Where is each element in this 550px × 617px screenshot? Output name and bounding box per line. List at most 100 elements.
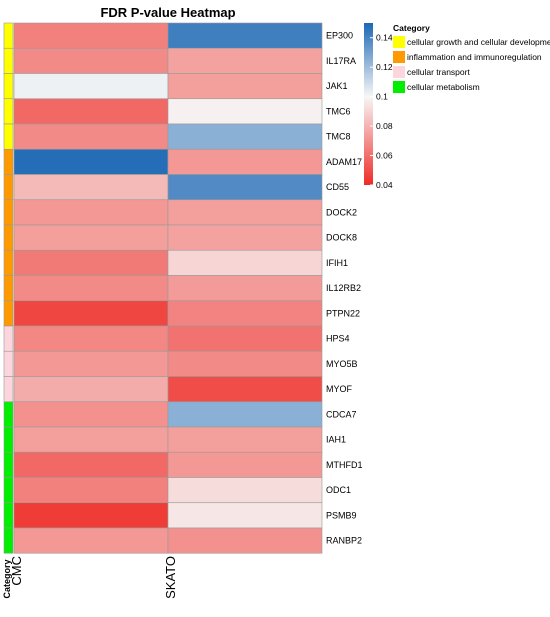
column-label: SKATO — [163, 556, 178, 599]
heatmap-cell — [13, 350, 169, 377]
heatmap-cell — [13, 199, 169, 226]
gene-label: HPS4 — [326, 334, 350, 344]
heatmap-cell — [167, 98, 323, 125]
heatmap-cell — [167, 350, 323, 377]
heatmap-cell — [167, 376, 323, 403]
gene-label: MYOF — [326, 384, 353, 394]
heatmap-cell — [13, 527, 169, 554]
category-legend: Category cellular growth and cellular dev… — [393, 23, 550, 93]
heatmap-cell — [13, 426, 169, 453]
heatmap-cell — [167, 300, 323, 327]
color-bar-tick-label: 0.04 — [376, 180, 393, 190]
category-cell — [3, 477, 14, 504]
color-scale-legend: 0.14 0.12 0.1 0.08 0.06 0.04 — [364, 23, 393, 190]
category-cell — [3, 73, 14, 100]
category-cell — [3, 426, 14, 453]
gene-label: CDCA7 — [326, 409, 357, 419]
heatmap-cell — [167, 401, 323, 428]
gene-label: EP300 — [326, 31, 353, 41]
gene-label: IL12RB2 — [326, 283, 361, 293]
gene-label: ADAM17 — [326, 157, 362, 167]
heatmap-cell — [13, 376, 169, 403]
gene-label: DOCK8 — [326, 233, 357, 243]
color-bar-tick-label: 0.08 — [376, 121, 393, 131]
legend-swatch — [393, 36, 405, 48]
category-cell — [3, 325, 14, 352]
chart-title: FDR P-value Heatmap — [100, 5, 235, 20]
category-cell — [3, 98, 14, 125]
heatmap-cell — [13, 22, 169, 49]
category-cell — [3, 22, 14, 49]
gene-label: ODC1 — [326, 485, 351, 495]
heatmap-cell — [167, 527, 323, 554]
category-cell — [3, 376, 14, 403]
category-axis-label: Category — [2, 559, 12, 598]
category-cell — [3, 224, 14, 251]
heatmap-cells — [13, 22, 323, 554]
legend-swatch — [393, 51, 405, 63]
heatmap-cell — [13, 451, 169, 478]
heatmap-cell — [167, 325, 323, 352]
category-cell — [3, 275, 14, 302]
heatmap-cell — [13, 123, 169, 150]
heatmap-cell — [13, 47, 169, 74]
category-cell — [3, 199, 14, 226]
heatmap-cell — [13, 224, 169, 251]
category-cell — [3, 451, 14, 478]
heatmap-cell — [167, 22, 323, 49]
category-cell — [3, 401, 14, 428]
heatmap-cell — [167, 123, 323, 150]
category-cell — [3, 123, 14, 150]
gene-label: CD55 — [326, 182, 349, 192]
category-cell — [3, 300, 14, 327]
heatmap-cell — [167, 477, 323, 504]
category-cell — [3, 249, 14, 276]
category-cell — [3, 174, 14, 201]
heatmap-cell — [13, 325, 169, 352]
heatmap-cell — [13, 401, 169, 428]
color-bar-tick-label: 0.14 — [376, 33, 393, 43]
category-cell — [3, 148, 14, 175]
gene-label: RANBP2 — [326, 536, 362, 546]
heatmap-cell — [167, 47, 323, 74]
category-annotation-bar — [3, 22, 14, 554]
column-label: CMC — [9, 556, 24, 586]
heatmap-cell — [13, 98, 169, 125]
heatmap-cell — [167, 426, 323, 453]
gene-label: PTPN22 — [326, 308, 360, 318]
legend-label: cellular transport — [407, 67, 470, 77]
heatmap-cell — [167, 502, 323, 529]
heatmap-cell — [13, 174, 169, 201]
color-bar-tick-label: 0.1 — [376, 92, 388, 102]
color-bar-tick-label: 0.12 — [376, 62, 393, 72]
heatmap-cell — [13, 300, 169, 327]
gene-label: TMC6 — [326, 106, 351, 116]
heatmap-cell — [13, 73, 169, 100]
gene-label: DOCK2 — [326, 207, 357, 217]
heatmap-cell — [13, 148, 169, 175]
gene-label: IAH1 — [326, 435, 346, 445]
category-cell — [3, 47, 14, 74]
gene-label: MTHFD1 — [326, 460, 363, 470]
heatmap-cell — [167, 224, 323, 251]
category-cell — [3, 502, 14, 529]
gene-label: TMC8 — [326, 132, 351, 142]
heatmap-cell — [167, 148, 323, 175]
heatmap-cell — [167, 73, 323, 100]
gene-label: PSMB9 — [326, 510, 357, 520]
color-bar-tick-label: 0.06 — [376, 151, 393, 161]
gene-label: MYO5B — [326, 359, 358, 369]
legend-title: Category — [393, 23, 430, 33]
legend-label: cellular growth and cellular development — [407, 37, 550, 47]
gene-labels: EP300 IL17RA JAK1 TMC6 TMC8 ADAM17 CD55 DOCK2 DO… — [326, 31, 363, 546]
legend-swatch — [393, 81, 405, 93]
heatmap-cell — [167, 249, 323, 276]
heatmap-cell — [13, 275, 169, 302]
heatmap-cell — [167, 451, 323, 478]
column-labels: CMC SKATO — [9, 556, 178, 599]
legend-label: cellular metabolism — [407, 82, 480, 92]
category-cell — [3, 527, 14, 554]
heatmap-cell — [13, 477, 169, 504]
gene-label: IFIH1 — [326, 258, 348, 268]
